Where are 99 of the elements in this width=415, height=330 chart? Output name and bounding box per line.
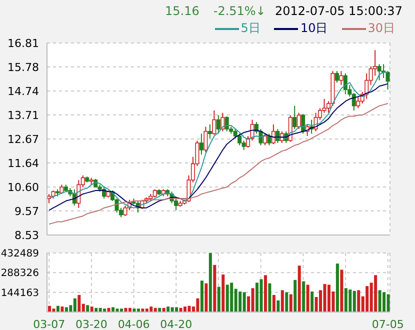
bar: [255, 282, 258, 312]
bar: [196, 298, 200, 312]
bar: [204, 283, 208, 312]
candlestick: [267, 133, 272, 146]
bar: [272, 294, 276, 312]
y-tick-label: 10.60: [8, 180, 39, 194]
bar: [294, 280, 297, 312]
y-tick-label: 288326: [0, 268, 39, 280]
y-tick-label: 432489: [0, 248, 39, 260]
candlestick: [238, 133, 242, 146]
text: 15.16: [165, 4, 200, 18]
candlestick: [292, 105, 297, 130]
bar: [222, 274, 225, 312]
candlestick: [377, 64, 382, 81]
y-tick-label: 16.81: [8, 36, 39, 50]
bar: [276, 300, 280, 312]
bar: [268, 283, 272, 312]
legend-label: 5日: [240, 20, 260, 37]
bar: [378, 290, 382, 312]
candlestick: [224, 116, 229, 132]
bar: [374, 275, 378, 312]
bar: [306, 284, 310, 312]
x-tick-label: 03-20: [75, 318, 108, 330]
bar: [298, 266, 301, 312]
candlestick: [356, 96, 360, 109]
bar: [348, 289, 352, 312]
legend-label: 10日: [299, 20, 328, 37]
candlestick: [296, 112, 301, 130]
candlestick: [216, 114, 220, 134]
candlestick: [220, 112, 225, 132]
x-tick-label: 04-20: [160, 318, 192, 330]
bar: [64, 307, 68, 312]
bar: [184, 306, 187, 312]
bar: [340, 270, 344, 312]
line-series: [48, 103, 388, 225]
bar: [280, 290, 284, 312]
candlestick: [339, 70, 344, 86]
x-tick-label: 07-05: [372, 318, 404, 330]
candlestick: [199, 133, 204, 156]
bar: [226, 284, 229, 312]
candlestick: [343, 72, 348, 95]
bar: [264, 275, 267, 312]
y-tick-label: 15.78: [8, 60, 39, 74]
candlestick: [364, 72, 369, 100]
bar: [230, 282, 234, 312]
bar: [150, 306, 153, 312]
bar: [217, 286, 220, 312]
candlestick: [288, 114, 292, 142]
bar: [175, 307, 178, 312]
candlestick: [204, 126, 208, 153]
bar: [310, 292, 314, 312]
bar: [251, 288, 254, 312]
bar: [260, 279, 263, 312]
candlestick: [271, 124, 276, 145]
y-tick-label: 8.53: [14, 228, 39, 242]
bar: [336, 264, 339, 312]
bar: [86, 305, 90, 312]
bar: [208, 253, 212, 312]
candlestick: [262, 133, 267, 146]
bar: [170, 307, 174, 312]
bar: [242, 292, 246, 312]
bar: [166, 306, 170, 312]
y-tick-label: 9.57: [14, 204, 39, 218]
bar: [285, 292, 288, 312]
chart-title: 2012-07-05 15:00:37: [275, 4, 402, 18]
bar: [90, 306, 94, 312]
bar: [327, 284, 330, 312]
y-tick-label: 14.74: [8, 84, 39, 98]
legend-label: 30日: [366, 20, 395, 37]
candlestick: [301, 113, 306, 134]
bar: [386, 294, 390, 312]
bar: [344, 288, 348, 312]
bar: [302, 281, 306, 312]
x-tick-label: 04-06: [118, 318, 150, 330]
bar: [60, 306, 64, 312]
candlestick: [208, 124, 212, 139]
x-tick-label: 03-07: [33, 318, 66, 330]
bar: [213, 264, 216, 312]
candlestick: [212, 110, 216, 136]
bar: [357, 290, 360, 312]
y-tick-label: 144163: [0, 288, 39, 299]
bar: [112, 307, 115, 312]
candlestick: [123, 205, 128, 216]
bar: [200, 280, 204, 312]
bar: [352, 290, 356, 312]
bar: [78, 294, 81, 312]
candlestick: [386, 70, 390, 90]
y-tick-label: 11.64: [8, 156, 39, 170]
candlestick: [334, 70, 339, 84]
bar: [323, 284, 326, 312]
candlestick: [60, 184, 64, 194]
y-tick-label: 12.67: [8, 132, 39, 146]
bar: [366, 286, 369, 312]
bar: [289, 294, 292, 312]
text: -2.51%↓: [213, 4, 266, 18]
bar: [73, 298, 76, 312]
bar: [238, 292, 242, 312]
y-tick-label: 13.71: [8, 108, 39, 122]
bar: [382, 292, 386, 312]
